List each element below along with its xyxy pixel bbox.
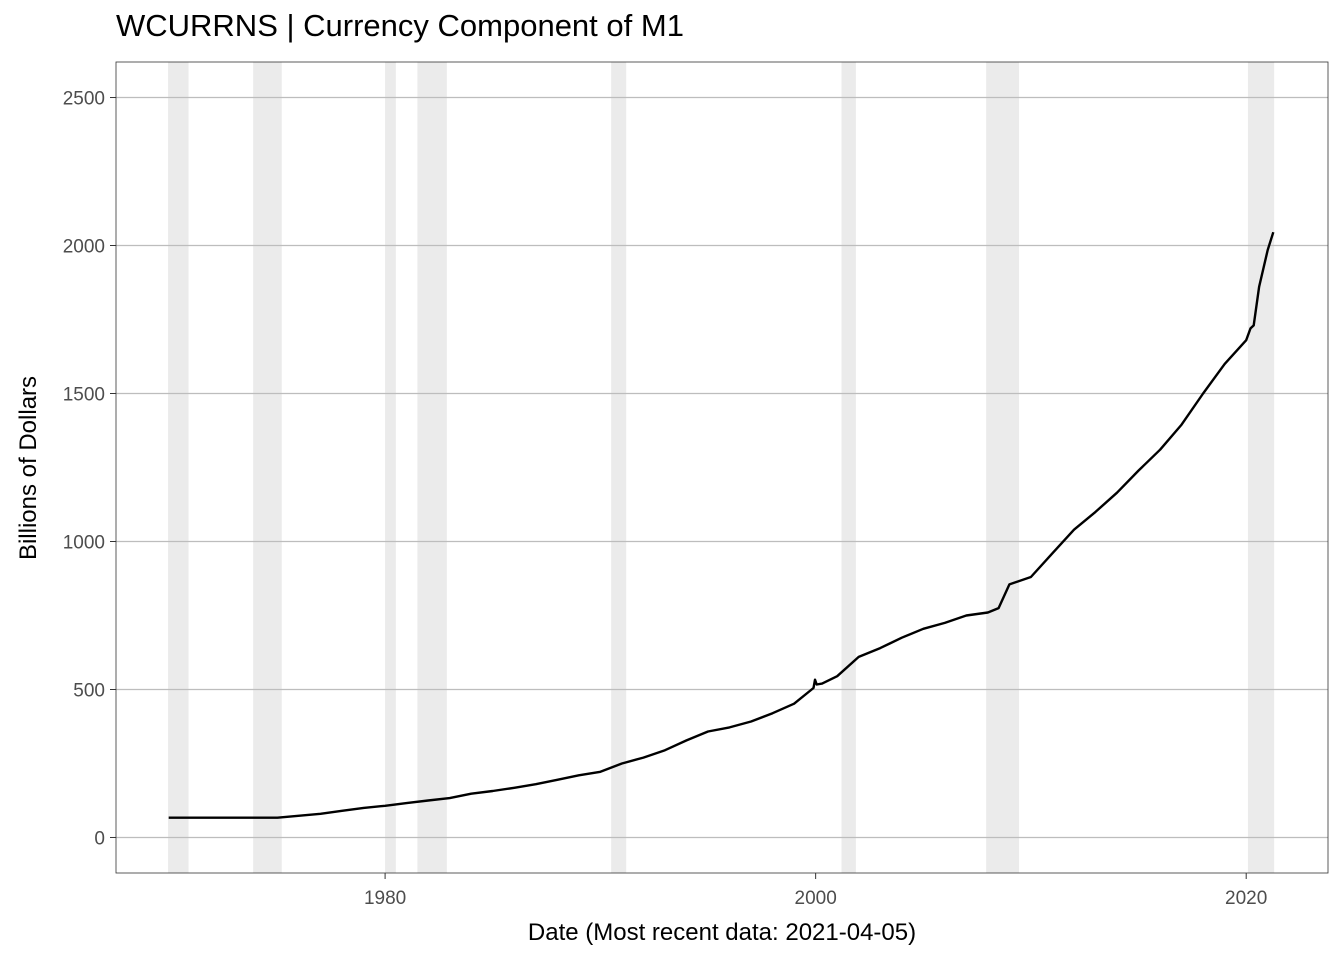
y-tick-label-1500: 1500	[63, 385, 105, 406]
recession-band-1	[168, 62, 189, 873]
y-tick-label-1000: 1000	[63, 532, 105, 553]
y-axis-title: Billions of Dollars	[15, 376, 42, 560]
recession-band-3	[385, 62, 396, 873]
x-axis: 1980 2000 2020	[364, 873, 1267, 909]
recession-band-7	[986, 62, 1020, 873]
y-tick-label-500: 500	[73, 680, 105, 701]
recession-band-6	[841, 62, 856, 873]
y-gridlines	[116, 96, 1328, 839]
recession-band-8	[1247, 62, 1275, 873]
recession-band-5	[611, 62, 627, 873]
x-tick-label-1980: 1980	[364, 888, 406, 909]
y-tick-label-2500: 2500	[63, 89, 105, 110]
data-series	[168, 231, 1275, 819]
plot-panel-border	[115, 61, 1329, 874]
recession-band-2	[253, 62, 282, 873]
chart-title: WCURRNS | Currency Component of M1	[116, 8, 684, 43]
x-tick-label-2000: 2000	[795, 888, 837, 909]
y-tick-label-2000: 2000	[63, 237, 105, 258]
y-tick-label-0: 0	[94, 828, 105, 849]
recession-bands	[168, 62, 1275, 873]
y-axis: 0 500 1000 1500 2000 2500	[63, 89, 116, 849]
series-line-1	[168, 231, 1275, 819]
x-axis-title: Date (Most recent data: 2021-04-05)	[528, 919, 916, 946]
recession-band-4	[417, 62, 447, 873]
x-tick-label-2020: 2020	[1225, 888, 1267, 909]
